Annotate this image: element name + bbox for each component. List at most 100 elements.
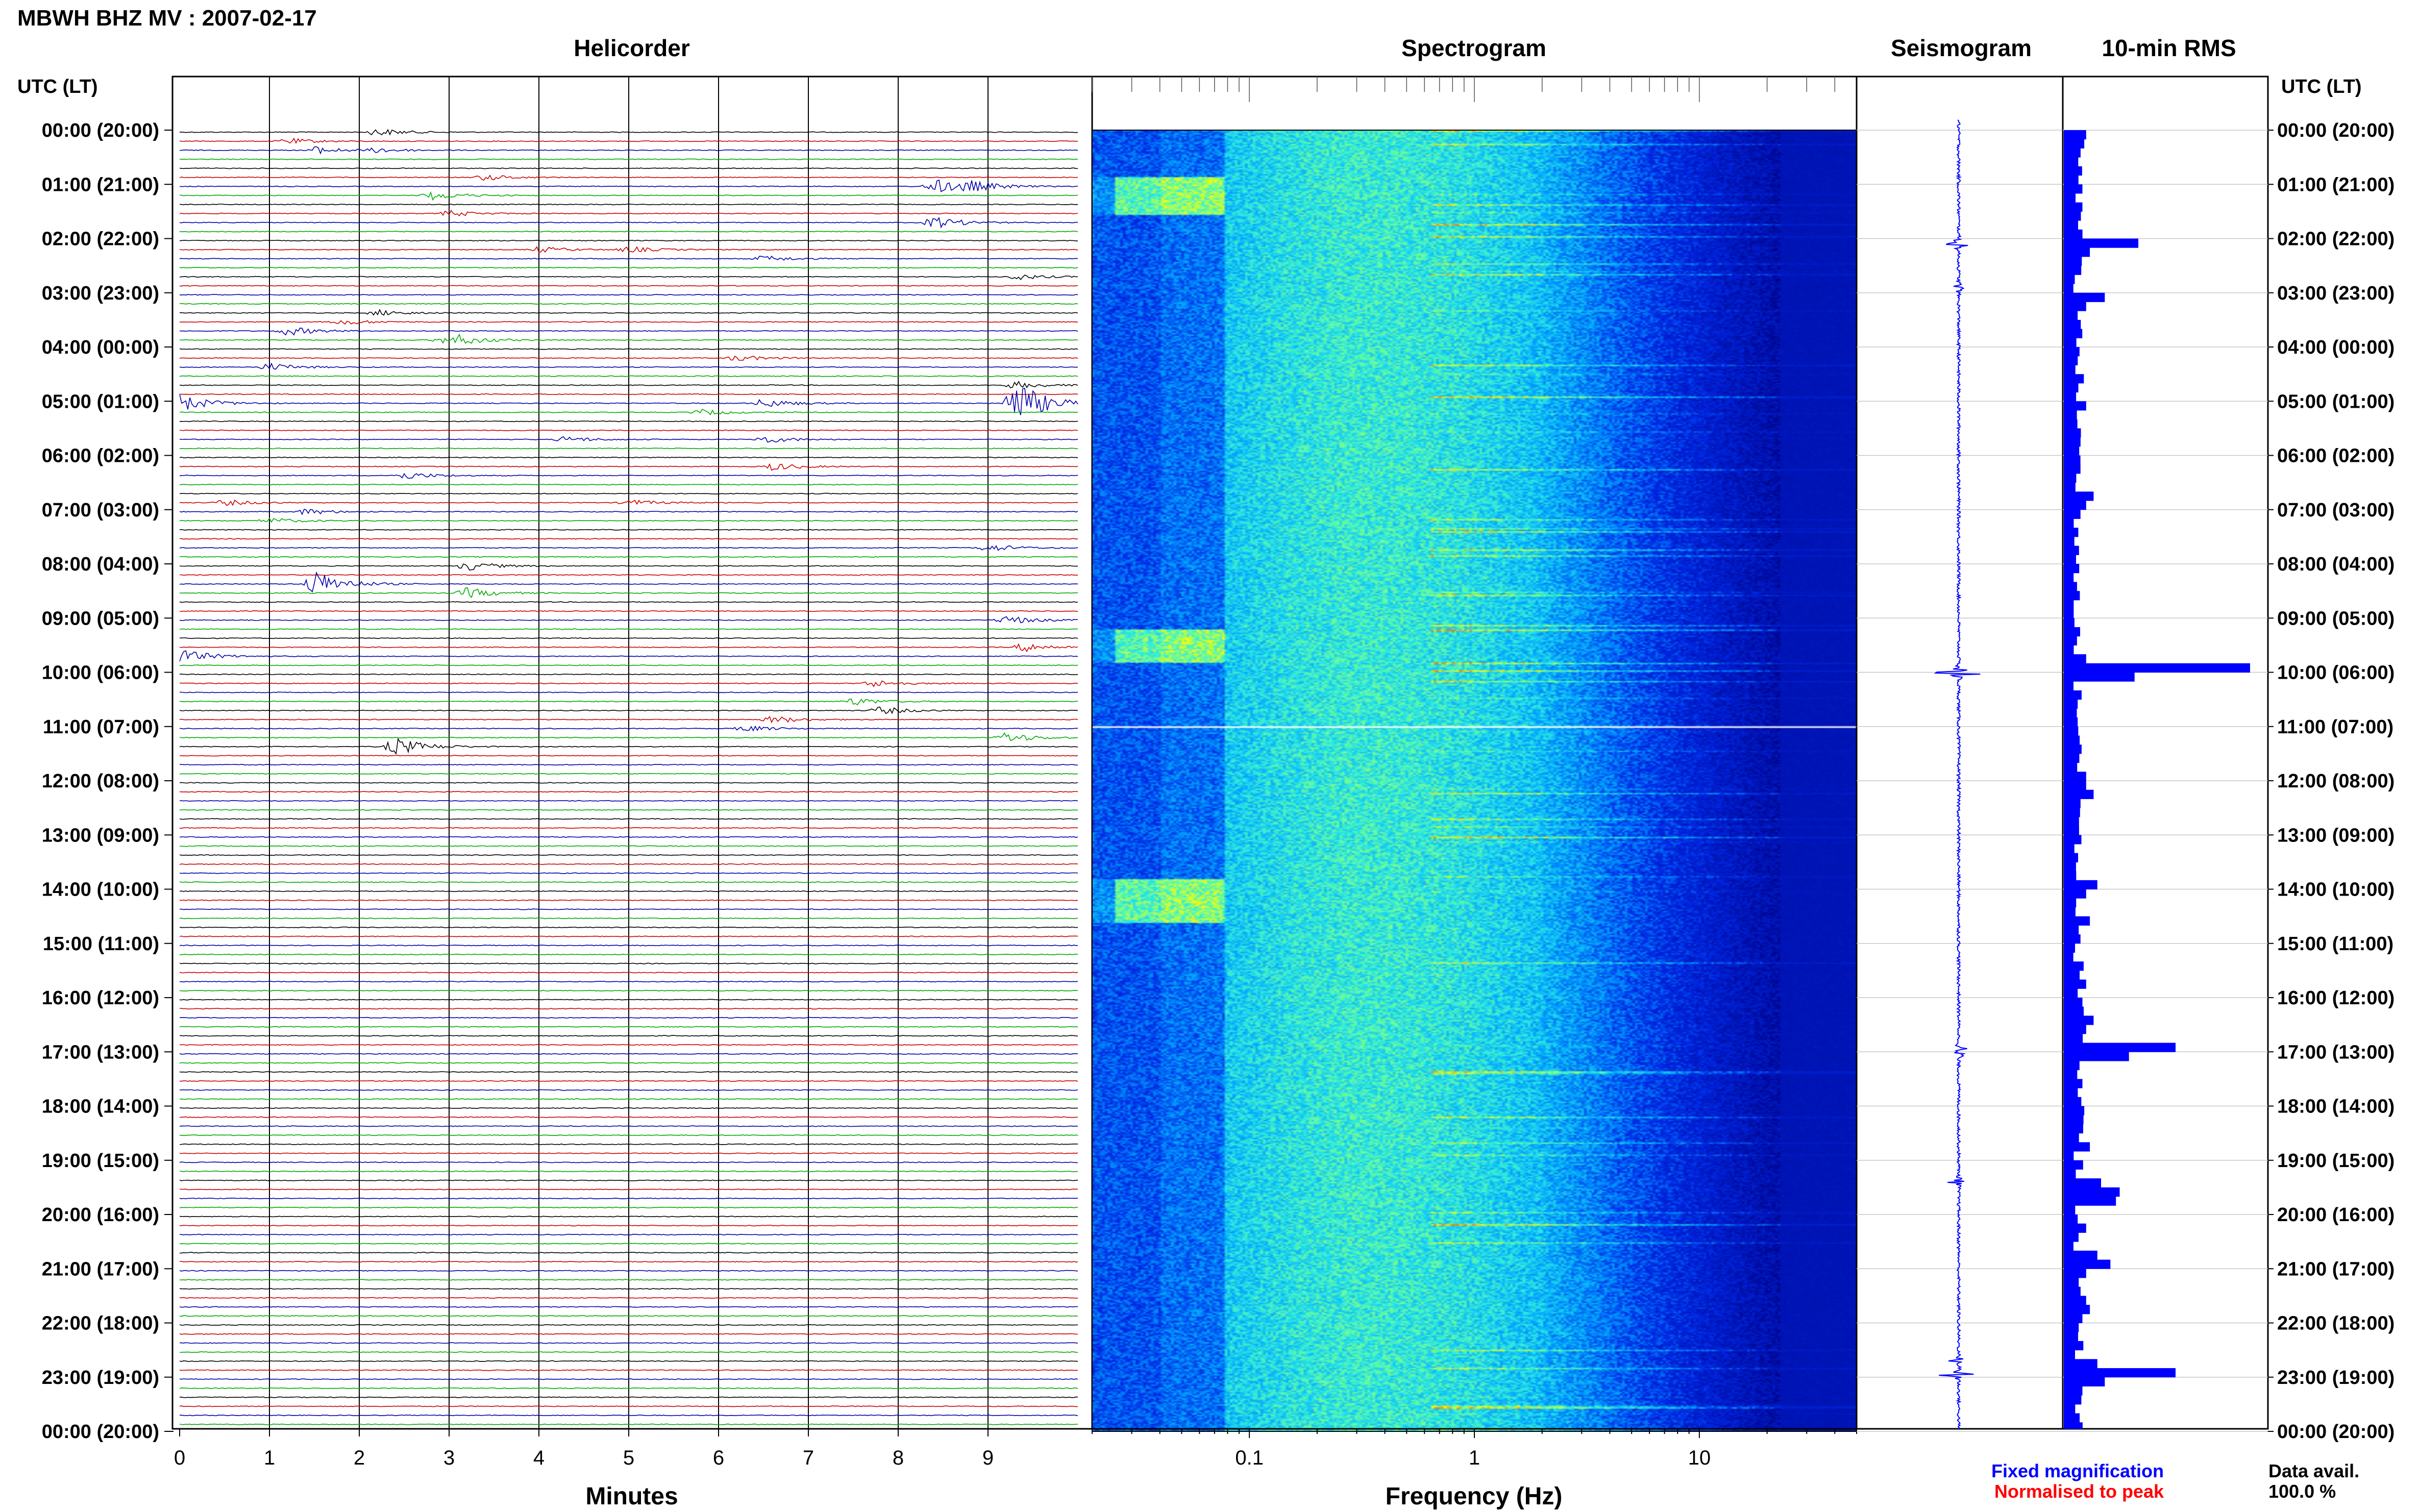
minute-tick-label: 8 [893, 1447, 904, 1469]
rms-bar [2064, 166, 2082, 176]
rms-bar [2064, 1422, 2083, 1429]
helicorder-trace-line [179, 926, 1078, 928]
helicorder-trace-line [179, 737, 1078, 755]
rms-bar [2064, 799, 2081, 808]
seismogram-panel [1856, 76, 2064, 1432]
helicorder-trace-line [179, 1297, 1078, 1299]
rms-bar [2064, 473, 2077, 483]
rms-bar [2064, 826, 2079, 835]
helicorder-trace-line [179, 484, 1078, 486]
time-label-right: 08:00 (04:00) [2277, 554, 2395, 575]
helicorder-trace-line [179, 456, 1078, 459]
rms-bar [2064, 925, 2079, 935]
helicorder-trace-line [179, 643, 1078, 653]
rms-bar [2064, 130, 2086, 140]
rms-bar [2064, 672, 2135, 682]
helicorder-trace-line [179, 508, 1078, 515]
time-label-left: 00:00 (20:00) [42, 1421, 159, 1443]
rms-bar [2064, 1395, 2082, 1405]
helicorder-trace-line [179, 698, 1078, 706]
rms-bar [2064, 1313, 2083, 1323]
helicorder-trace-line [179, 1053, 1078, 1055]
spectrogram-image [1092, 130, 1857, 1431]
rms-bar [2064, 1205, 2076, 1215]
helicorder-minute-gridlines [269, 77, 989, 1429]
helicorder-trace-line [179, 1116, 1078, 1118]
rms-bar [2064, 338, 2077, 348]
rms-bar [2064, 401, 2086, 411]
helicorder-trace-line [179, 953, 1078, 956]
rms-bar [2064, 1006, 2084, 1016]
helicorder-trace-line [179, 1206, 1078, 1208]
rms-bar [2064, 781, 2086, 790]
helicorder-traces [179, 129, 1078, 1425]
rms-bar [2064, 1232, 2079, 1242]
time-label-right: 23:00 (19:00) [2277, 1367, 2395, 1389]
helicorder-trace-line [179, 962, 1078, 964]
time-label-right: 15:00 (11:00) [2277, 933, 2393, 955]
helicorder-trace-line [179, 650, 1078, 662]
helicorder-trace-line [180, 791, 1078, 793]
helicorder-trace-line [179, 1279, 1078, 1281]
rms-bar [2064, 681, 2074, 691]
time-label-left: 06:00 (02:00) [42, 445, 159, 467]
time-axis-header-left: UTC (LT) [17, 76, 98, 97]
helicorder-trace-line [179, 845, 1078, 847]
time-axis-header-right: UTC (LT) [2281, 76, 2362, 97]
minute-tick-label: 5 [623, 1447, 634, 1469]
helicorder-trace-line [179, 773, 1078, 775]
helicorder-trace-line [179, 673, 1078, 676]
helicorder-trace-line [179, 420, 1078, 423]
minute-tick-label: 1 [264, 1447, 275, 1469]
rms-bar [2064, 1033, 2083, 1044]
time-label-left: 05:00 (01:00) [42, 391, 159, 412]
helicorder-trace-line [179, 1008, 1078, 1010]
rms-bar [2064, 229, 2083, 239]
rms-bar [2064, 564, 2080, 574]
rms-bar [2064, 1025, 2086, 1034]
helicorder-trace-line [179, 209, 1078, 217]
rms-bar [2064, 292, 2105, 302]
helicorder-trace-line [179, 1260, 1078, 1263]
rms-bars [2064, 130, 2250, 1429]
helicorder-trace-line [179, 1270, 1078, 1272]
helicorder-trace-line [179, 1134, 1078, 1136]
rms-bar [2064, 464, 2081, 474]
rms-bar [2064, 247, 2090, 257]
time-label-right: 10:00 (06:00) [2277, 662, 2395, 684]
seismogram-title: Seismogram [1891, 35, 2032, 61]
time-label-left: 14:00 (10:00) [42, 879, 159, 901]
helicorder-trace-line [179, 1315, 1078, 1317]
rms-bar [2064, 998, 2083, 1007]
rms-bar [2064, 1160, 2083, 1170]
time-label-left: 02:00 (22:00) [42, 229, 159, 250]
helicorder-trace-line [179, 732, 1078, 741]
legend-fixed-magnification: Fixed magnification [1991, 1460, 2164, 1481]
rms-bar [2064, 618, 2075, 628]
helicorder-trace-line [179, 436, 1078, 443]
rms-bar [2064, 347, 2080, 357]
helicorder-trace-line [179, 1125, 1078, 1127]
helicorder-trace-line [179, 556, 1078, 558]
helicorder-trace-line [179, 587, 1078, 598]
helicorder-trace-line [179, 637, 1078, 639]
rms-bar [2064, 1052, 2129, 1061]
helicorder-trace-line [179, 217, 1078, 229]
rms-title: 10-min RMS [2102, 35, 2236, 61]
helicorder-trace-line [179, 275, 1078, 281]
rms-bar [2064, 636, 2077, 646]
rms-bar [2064, 970, 2080, 980]
helicorder-trace-line [179, 231, 1078, 233]
helicorder-trace-line [179, 517, 1078, 523]
helicorder-trace-line [179, 706, 1078, 714]
helicorder-trace-line [179, 529, 1078, 531]
helicorder-trace-line [179, 664, 1078, 666]
rms-bar [2064, 789, 2094, 799]
rms-bar [2064, 256, 2082, 266]
rms-bar [2064, 536, 2075, 547]
rms-bar [2064, 1133, 2079, 1143]
helicorder-trace-line [179, 1170, 1078, 1173]
helicorder-x-ticks: 0 1 2 3 4 5 6 7 8 9 [174, 1429, 994, 1469]
rms-bar [2064, 491, 2094, 501]
rms-bar [2064, 428, 2081, 438]
